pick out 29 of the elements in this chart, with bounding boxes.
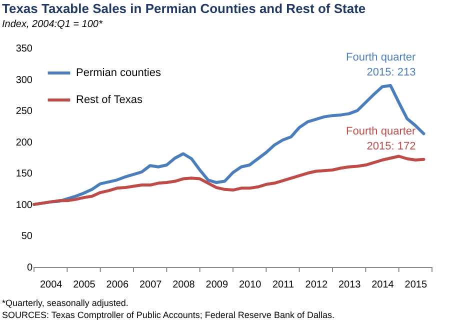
x-tick-label: 2007 xyxy=(139,280,162,290)
x-tick-label: 2008 xyxy=(172,280,196,290)
legend-label: Rest of Texas xyxy=(76,94,143,106)
x-tick-label: 2010 xyxy=(238,280,262,290)
y-tick-label: 350 xyxy=(16,44,33,54)
legend-label: Permian counties xyxy=(76,67,162,79)
x-tick-label: 2011 xyxy=(272,280,294,290)
x-tick-label: 2013 xyxy=(338,280,362,290)
line-series xyxy=(32,154,426,206)
x-tick-label: 2009 xyxy=(206,280,228,290)
annotation: Fourth quarter 2015: 213 xyxy=(346,52,416,79)
x-tick-label: 2012 xyxy=(305,280,328,290)
chart-subtitle: Index, 2004:Q1 = 100* xyxy=(2,19,104,30)
text: *Quarterly, seasonally adjusted. xyxy=(2,298,128,308)
y-tick-label: 100 xyxy=(16,200,33,211)
y-tick-label: 50 xyxy=(21,231,33,242)
x-tick-label: 2006 xyxy=(106,280,129,290)
x-tick-label: 2014 xyxy=(372,280,394,290)
y-tick-label: 250 xyxy=(16,106,33,118)
y-tick-label: 300 xyxy=(16,74,33,86)
y-tick-label: 150 xyxy=(16,168,33,180)
y-tick-label: 200 xyxy=(16,137,33,148)
annotation: Fourth quarter 2015: 172 xyxy=(346,125,416,152)
source-note: SOURCES: Texas Comptroller of Public Accounts; Federal Reserve Bank of Dallas. xyxy=(2,310,334,320)
x-tick-label: 2015 xyxy=(404,280,428,290)
x-tick-label: 2004 xyxy=(40,280,63,290)
y-tick-label: 0 xyxy=(26,262,33,274)
x-tick-label: 2005 xyxy=(73,280,96,290)
chart-title: Texas Taxable Sales in Permian Counties and Rest of State xyxy=(2,1,366,16)
